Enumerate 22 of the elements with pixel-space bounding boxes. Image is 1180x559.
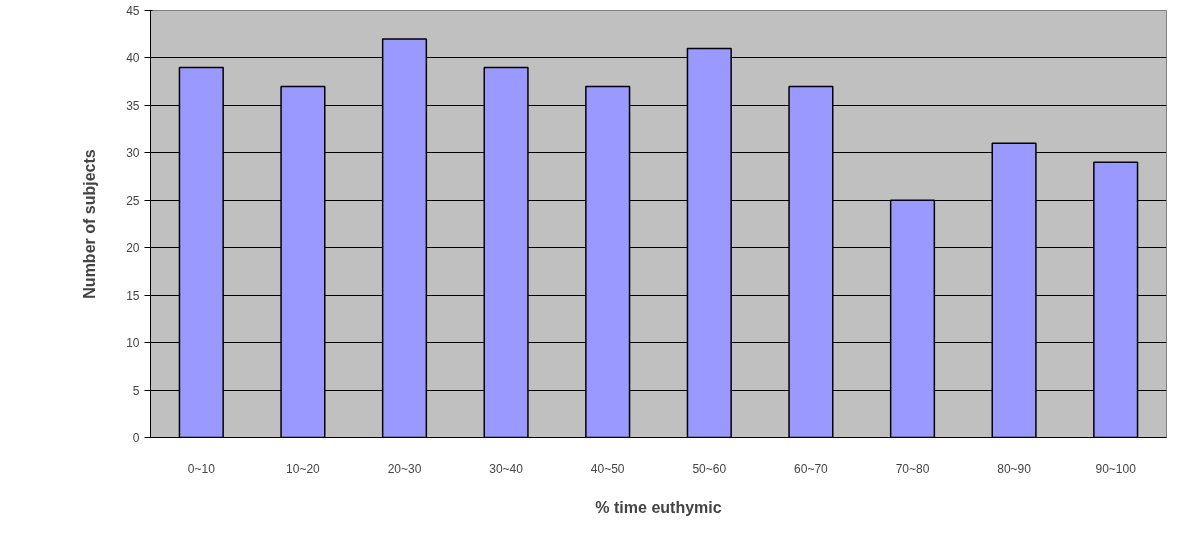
y-tick-label: 30 [126,146,140,161]
x-tick-label: 90~100 [1095,461,1137,476]
x-tick-label: 20~30 [387,461,422,476]
y-tick-label: 20 [126,241,140,256]
x-tick-label: 70~80 [895,461,930,476]
y-tick-label: 5 [132,383,140,398]
x-tick-label: 10~20 [286,461,321,476]
x-tick-label: 50~60 [692,461,727,476]
y-tick-label: 45 [126,4,140,18]
y-tick-label: 0 [132,431,140,445]
x-tick-label: 80~90 [997,461,1032,476]
x-tick-label: 0~10 [187,461,216,476]
y-tick-label: 35 [126,98,140,113]
y-tick-label: 25 [126,193,140,208]
x-tick-label: 60~70 [794,461,829,476]
x-tick-label: 30~40 [489,461,524,476]
y-tick-label: 10 [126,336,140,351]
y-axis-title: Number of subjects [81,149,99,299]
y-tick-label: 15 [126,288,140,303]
x-axis-title: % time euthymic [595,498,722,516]
x-tick-label: 40~50 [590,461,625,476]
y-tick-label: 40 [126,51,140,66]
